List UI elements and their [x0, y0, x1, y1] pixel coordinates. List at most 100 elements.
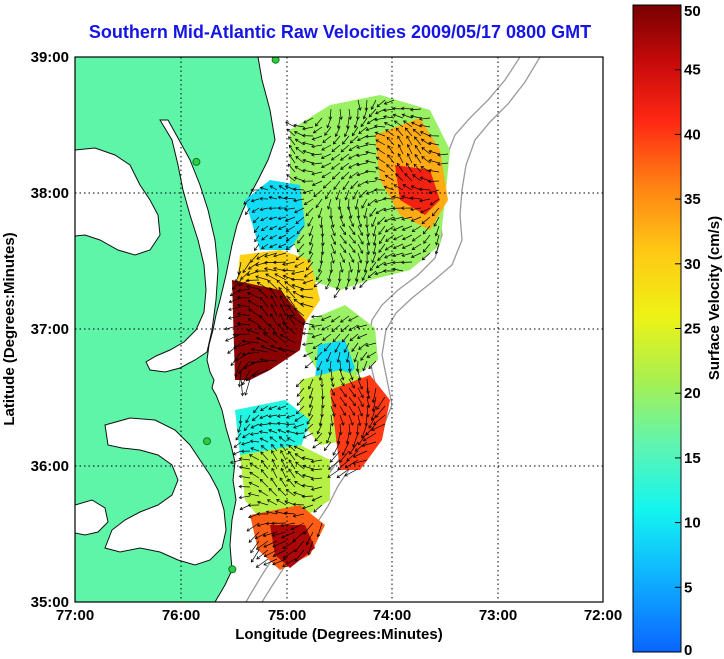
velocity-vector-head: [326, 358, 330, 363]
velocity-vector-head: [276, 499, 280, 503]
velocity-vector: [281, 458, 287, 470]
velocity-vector-head: [277, 428, 281, 433]
velocity-vector: [404, 173, 413, 182]
velocity-vector: [271, 450, 278, 461]
velocity-vector-head: [294, 166, 299, 170]
velocity-vector-head: [307, 259, 312, 263]
velocity-vector-head: [383, 185, 388, 190]
velocity-vector: [233, 441, 242, 448]
velocity-vector-head: [253, 409, 257, 414]
velocity-vector-head: [374, 131, 379, 136]
velocity-vector-head: [308, 232, 313, 237]
velocity-vector-head: [249, 462, 254, 466]
velocity-vector: [294, 445, 305, 452]
velocity-vector: [260, 469, 269, 479]
velocity-vector: [328, 270, 332, 282]
velocity-vector: [356, 171, 368, 176]
velocity-vector-head: [392, 217, 396, 221]
velocity-vector: [359, 279, 368, 288]
velocity-vector: [258, 289, 269, 299]
velocity-vector-head: [256, 256, 260, 260]
velocity-vector-head: [332, 338, 337, 343]
velocity-vector-head: [357, 107, 362, 111]
velocity-vector: [260, 405, 269, 411]
velocity-vector: [302, 169, 314, 173]
velocity-vector: [269, 216, 278, 220]
velocity-vector: [249, 482, 260, 488]
velocity-vector: [365, 342, 377, 347]
velocity-vector-head: [377, 221, 381, 225]
velocity-vector: [421, 156, 431, 164]
velocity-vector-head: [285, 238, 290, 242]
velocity-vector-head: [323, 348, 328, 352]
velocity-vector: [239, 495, 251, 499]
velocity-patch: [395, 165, 440, 215]
velocity-vector-head: [385, 238, 389, 242]
velocity-vector: [339, 261, 343, 273]
radar-station-marker: [203, 437, 211, 446]
velocity-vector-head: [348, 175, 353, 179]
velocity-vector-head: [423, 240, 427, 244]
velocity-vector: [366, 243, 369, 255]
velocity-vector: [348, 108, 351, 120]
velocity-vector-head: [296, 248, 301, 253]
velocity-vector-head: [263, 260, 268, 265]
velocity-vector-head: [249, 259, 254, 263]
velocity-vector-head: [263, 562, 267, 566]
velocity-vector-head: [348, 156, 352, 160]
velocity-vector-head: [303, 120, 307, 124]
velocity-vector-head: [362, 367, 366, 372]
velocity-vector-head: [354, 206, 359, 210]
velocity-vector: [393, 114, 404, 119]
velocity-vector-head: [331, 392, 336, 396]
velocity-vector-head: [422, 230, 427, 235]
velocity-vector-head: [400, 260, 405, 265]
velocity-vector: [295, 138, 305, 146]
velocity-vector: [263, 558, 278, 566]
velocity-vector-head: [316, 276, 320, 281]
velocity-vector: [372, 396, 377, 412]
velocity-vector-head: [384, 229, 389, 233]
velocity-vector: [348, 423, 351, 435]
velocity-vector: [264, 549, 278, 557]
velocity-vector-head: [350, 185, 354, 190]
velocity-vector: [312, 180, 323, 186]
velocity-vector-head: [340, 148, 345, 153]
velocity-vector-head: [383, 262, 387, 266]
velocity-vector: [293, 513, 305, 517]
velocity-vector-head: [286, 437, 291, 441]
velocity-vector: [248, 261, 260, 270]
velocity-vector-head: [301, 473, 306, 478]
velocity-vector: [365, 160, 377, 164]
velocity-vector: [348, 387, 356, 397]
velocity-vector: [291, 522, 305, 531]
velocity-vector-head: [321, 327, 325, 331]
velocity-vector-head: [302, 464, 306, 469]
velocity-vector: [356, 144, 368, 149]
velocity-vector-head: [328, 466, 332, 470]
velocity-vector: [280, 468, 287, 479]
velocity-vector-head: [427, 133, 432, 138]
velocity-vector: [384, 122, 395, 128]
colorbar-tick-label: 5: [684, 579, 692, 596]
velocity-vector: [284, 512, 296, 515]
velocity-vector-head: [229, 292, 234, 297]
velocity-vector-head: [321, 242, 325, 246]
velocity-vector-head: [362, 115, 367, 120]
velocity-vector: [342, 333, 350, 343]
velocity-vector: [278, 225, 287, 230]
velocity-vector-head: [310, 487, 315, 491]
velocity-vector: [330, 414, 333, 426]
velocity-vector-head: [236, 288, 241, 293]
velocity-vector: [356, 162, 368, 166]
velocity-vector: [386, 164, 395, 173]
velocity-vector-head: [280, 303, 284, 308]
velocity-vector: [401, 252, 413, 257]
velocity-vector: [295, 252, 305, 261]
velocity-vector: [263, 540, 278, 548]
velocity-vector: [242, 340, 260, 344]
velocity-vector: [256, 540, 269, 550]
velocity-vector: [346, 432, 350, 444]
velocity-vector-head: [260, 407, 264, 411]
velocity-vector-head: [344, 196, 349, 201]
